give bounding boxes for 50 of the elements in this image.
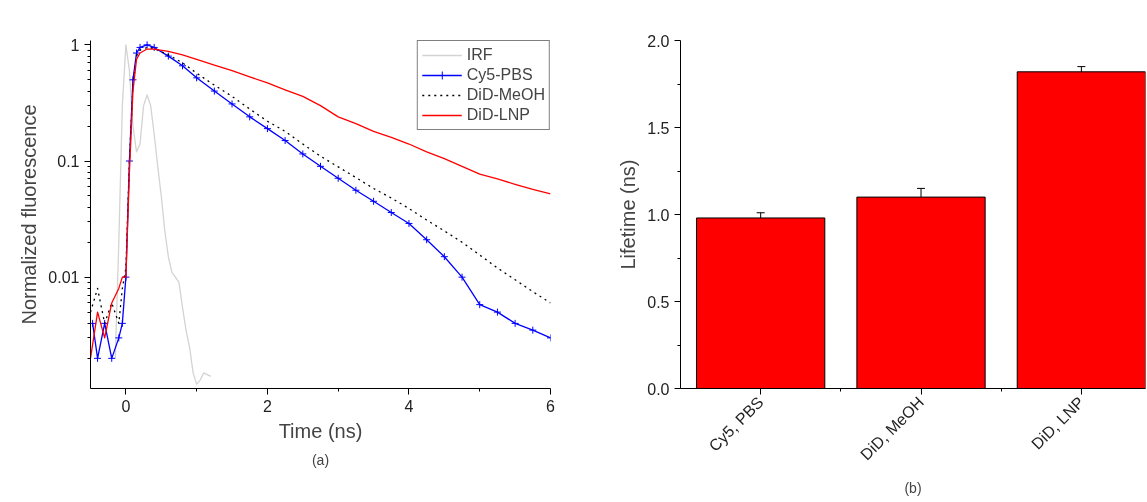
y-tick-label: 1.5	[647, 119, 670, 137]
legend-label: DiD-MeOH	[466, 86, 545, 104]
point	[422, 235, 431, 244]
point	[210, 87, 219, 96]
point	[178, 61, 187, 70]
point	[334, 174, 343, 183]
point	[114, 333, 123, 342]
x-tick-label: 6	[546, 397, 556, 415]
point	[192, 73, 201, 82]
point	[228, 99, 237, 108]
y-axis-title: Normalized fluorescence	[18, 104, 41, 325]
point	[475, 300, 484, 309]
legend-label: IRF	[466, 46, 493, 64]
x-tick-label: 0	[121, 397, 131, 415]
y-tick-label: 1.0	[647, 206, 670, 224]
point	[245, 112, 254, 121]
legend-label: DiD-LNP	[466, 106, 530, 124]
point	[143, 40, 152, 49]
point	[458, 273, 467, 282]
point	[164, 52, 173, 61]
x-tick-label: 2	[262, 397, 272, 415]
point	[90, 319, 97, 328]
point	[263, 124, 272, 133]
line-series	[114, 44, 212, 385]
text: (a)	[311, 451, 330, 468]
text: (b)	[904, 479, 922, 496]
y-tick-label: 2.0	[647, 32, 670, 50]
y-tick-label: 0.5	[647, 293, 670, 311]
point	[107, 354, 116, 363]
y-tick-label: 0.1	[57, 153, 80, 170]
y-tick-label: 0.0	[647, 380, 670, 398]
point	[404, 219, 413, 228]
y-tick-label: 0.01	[48, 269, 80, 287]
point	[493, 308, 502, 317]
point	[316, 162, 325, 171]
point	[369, 197, 378, 206]
point	[440, 252, 449, 261]
point	[351, 186, 360, 195]
point	[511, 319, 520, 328]
point	[128, 75, 137, 84]
x-tick-label: 4	[404, 397, 414, 415]
y-axis-title: Lifetime (ns)	[617, 159, 640, 270]
point	[281, 136, 290, 145]
point	[387, 208, 396, 217]
point	[298, 149, 307, 158]
point	[528, 326, 537, 335]
point	[118, 319, 127, 328]
legend-label: Cy5-PBS	[466, 66, 533, 84]
y-tick-label: 1	[70, 36, 80, 54]
x-axis-title: Time (ns)	[278, 419, 363, 442]
